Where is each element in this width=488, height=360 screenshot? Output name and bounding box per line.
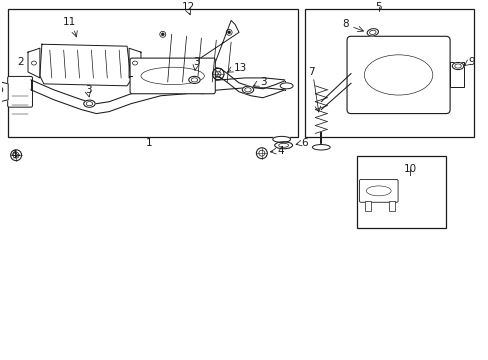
FancyBboxPatch shape [8,76,32,107]
Ellipse shape [188,76,200,84]
Text: 5: 5 [375,1,381,12]
Text: 4: 4 [277,146,284,156]
Ellipse shape [280,83,292,89]
Polygon shape [129,48,141,78]
Ellipse shape [451,62,463,69]
Text: 1: 1 [145,138,152,148]
Ellipse shape [83,100,95,107]
Ellipse shape [244,88,251,92]
Bar [364,201,370,211]
Circle shape [227,31,230,34]
Ellipse shape [242,86,253,93]
Ellipse shape [274,142,292,149]
Bar [305,9,473,138]
Text: 12: 12 [182,1,195,12]
FancyBboxPatch shape [346,36,449,114]
Bar [449,62,463,87]
Text: 7: 7 [307,67,314,77]
Polygon shape [28,48,40,78]
Polygon shape [40,44,131,86]
Polygon shape [156,21,239,94]
Circle shape [256,148,267,159]
Ellipse shape [366,29,378,36]
Ellipse shape [272,136,290,142]
Ellipse shape [312,145,329,150]
Text: 3: 3 [193,57,200,67]
Text: 3: 3 [85,85,92,95]
FancyBboxPatch shape [130,58,215,94]
Circle shape [11,150,21,161]
Text: 8: 8 [342,19,348,30]
Bar [388,201,394,211]
Text: 3: 3 [259,77,266,87]
Ellipse shape [86,102,92,106]
Ellipse shape [454,64,460,68]
Circle shape [161,33,164,36]
Text: 9: 9 [467,57,473,67]
Bar [356,156,445,228]
Bar [8,9,297,138]
FancyBboxPatch shape [359,180,397,202]
Text: 10: 10 [403,164,416,174]
Text: 13: 13 [234,63,247,73]
Text: 11: 11 [63,17,76,27]
Ellipse shape [369,30,375,35]
Ellipse shape [191,78,197,82]
Polygon shape [0,82,8,102]
Text: 4: 4 [10,150,17,160]
Text: 6: 6 [301,138,307,148]
Text: 2: 2 [17,57,23,67]
